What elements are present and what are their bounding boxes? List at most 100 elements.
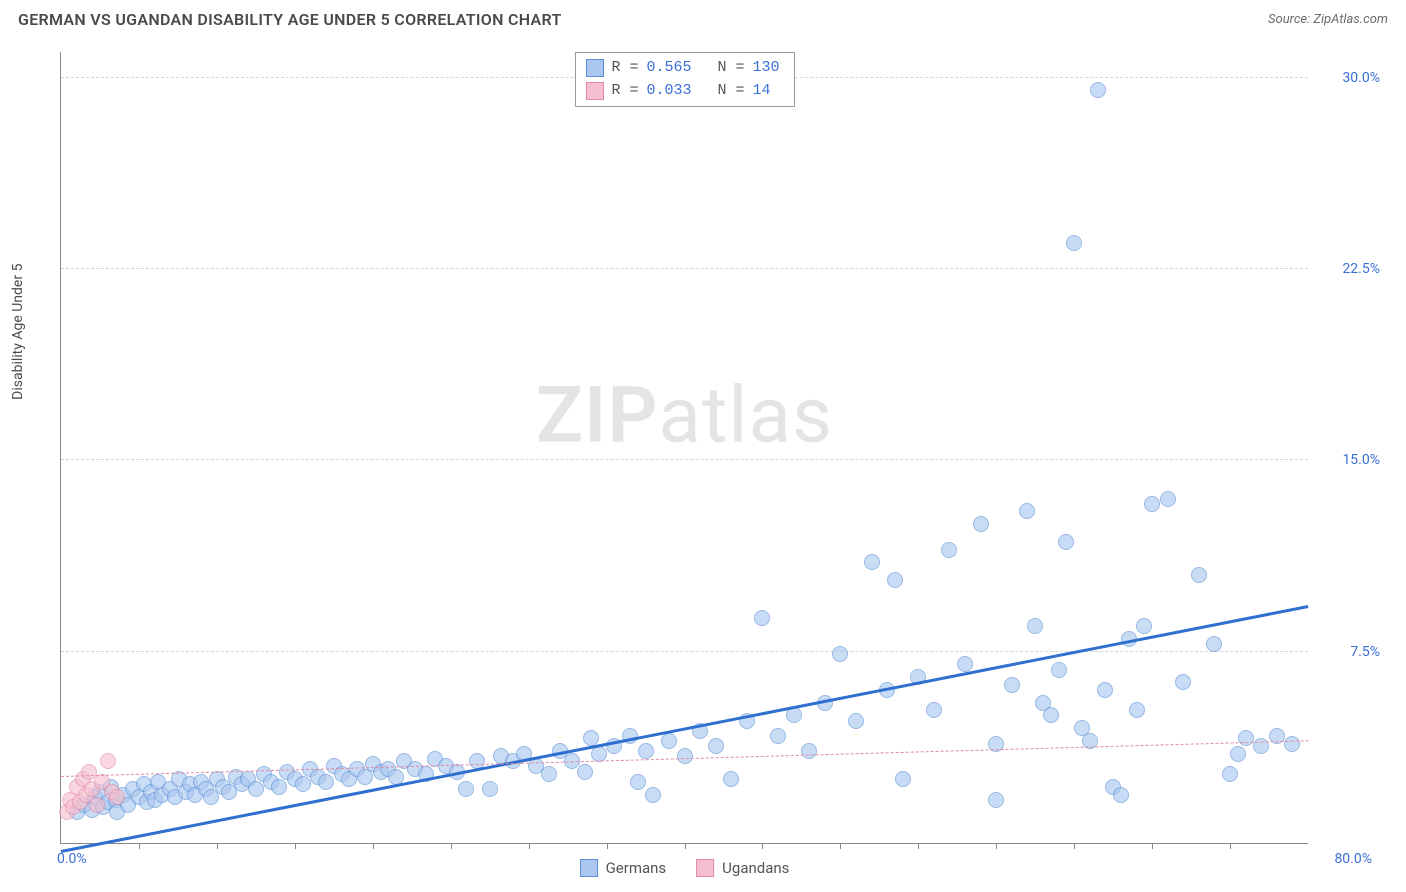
data-point — [848, 713, 864, 729]
chart-header: GERMAN VS UGANDAN DISABILITY AGE UNDER 5… — [0, 0, 1406, 35]
chart-title: GERMAN VS UGANDAN DISABILITY AGE UNDER 5… — [18, 10, 562, 29]
data-point — [1144, 496, 1160, 512]
data-point — [1230, 746, 1246, 762]
watermark-rest: atlas — [659, 370, 834, 461]
data-point — [1129, 702, 1145, 718]
data-point — [1019, 503, 1035, 519]
data-point — [100, 753, 116, 769]
legend-row-germans: R = 0.565 N = 130 — [585, 57, 779, 80]
r-value-germans: 0.565 — [646, 57, 691, 80]
data-point — [801, 743, 817, 759]
data-point — [1113, 787, 1129, 803]
x-tick-mark — [451, 843, 452, 849]
x-tick-mark — [529, 843, 530, 849]
data-point — [458, 781, 474, 797]
grid-line — [61, 268, 1308, 269]
data-point — [318, 774, 334, 790]
data-point — [1191, 567, 1207, 583]
data-point — [271, 779, 287, 795]
watermark-bold: ZIP — [536, 370, 659, 461]
data-point — [1066, 235, 1082, 251]
legend-label-germans: Germans — [606, 859, 667, 877]
legend-item-germans: Germans — [580, 859, 667, 877]
x-max-label: 80.0% — [1334, 851, 1372, 867]
x-tick-mark — [607, 843, 608, 849]
y-tick-label: 22.5% — [1316, 261, 1380, 277]
data-point — [864, 554, 880, 570]
swatch-germans — [585, 59, 603, 77]
chart-source: Source: ZipAtlas.com — [1268, 12, 1388, 27]
data-point — [482, 781, 498, 797]
x-origin-label: 0.0% — [57, 851, 87, 867]
x-tick-mark — [1230, 843, 1231, 849]
data-point — [708, 738, 724, 754]
trend-line — [61, 605, 1309, 853]
data-point — [926, 702, 942, 718]
data-point — [645, 787, 661, 803]
n-value-ugandans: 14 — [753, 80, 771, 103]
grid-line — [61, 651, 1308, 652]
series-legend: Germans Ugandans — [580, 859, 790, 877]
correlation-legend: R = 0.565 N = 130 R = 0.033 N = 14 — [574, 52, 794, 107]
n-value-germans: 130 — [753, 57, 780, 80]
grid-line — [61, 459, 1308, 460]
data-point — [754, 610, 770, 626]
data-point — [1090, 82, 1106, 98]
data-point — [1004, 677, 1020, 693]
data-point — [1175, 674, 1191, 690]
legend-label-ugandans: Ugandans — [722, 859, 789, 877]
data-point — [1284, 736, 1300, 752]
data-point — [638, 743, 654, 759]
trend-line — [61, 740, 1308, 777]
data-point — [541, 766, 557, 782]
data-point — [1027, 618, 1043, 634]
x-tick-mark — [685, 843, 686, 849]
data-point — [630, 774, 646, 790]
data-point — [1097, 682, 1113, 698]
data-point — [1222, 766, 1238, 782]
y-tick-label: 30.0% — [1316, 70, 1380, 86]
data-point — [973, 516, 989, 532]
x-tick-mark — [295, 843, 296, 849]
x-tick-mark — [840, 843, 841, 849]
data-point — [957, 656, 973, 672]
data-point — [887, 572, 903, 588]
data-point — [248, 781, 264, 797]
data-point — [988, 792, 1004, 808]
data-point — [1136, 618, 1152, 634]
data-point — [1058, 534, 1074, 550]
legend-item-ugandans: Ugandans — [696, 859, 789, 877]
x-tick-mark — [1152, 843, 1153, 849]
data-point — [770, 728, 786, 744]
data-point — [677, 748, 693, 764]
y-tick-label: 15.0% — [1316, 452, 1380, 468]
legend-row-ugandans: R = 0.033 N = 14 — [585, 80, 779, 103]
watermark: ZIPatlas — [536, 370, 833, 461]
x-tick-mark — [996, 843, 997, 849]
data-point — [295, 776, 311, 792]
data-point — [1206, 636, 1222, 652]
x-tick-mark — [217, 843, 218, 849]
data-point — [941, 542, 957, 558]
data-point — [1043, 707, 1059, 723]
x-tick-mark — [762, 843, 763, 849]
chart-container: Disability Age Under 5 ZIPatlas R = 0.56… — [18, 44, 1388, 892]
r-value-ugandans: 0.033 — [646, 80, 691, 103]
swatch-germans-bottom — [580, 859, 598, 877]
plot-area: ZIPatlas R = 0.565 N = 130 R = 0.033 N =… — [60, 52, 1308, 844]
data-point — [109, 789, 125, 805]
data-point — [1160, 491, 1176, 507]
data-point — [1051, 662, 1067, 678]
y-axis-label: Disability Age Under 5 — [10, 264, 26, 400]
x-tick-mark — [373, 843, 374, 849]
data-point — [661, 733, 677, 749]
x-tick-mark — [1074, 843, 1075, 849]
data-point — [89, 797, 105, 813]
x-tick-mark — [139, 843, 140, 849]
x-tick-mark — [918, 843, 919, 849]
data-point — [577, 764, 593, 780]
data-point — [832, 646, 848, 662]
data-point — [723, 771, 739, 787]
data-point — [1238, 730, 1254, 746]
data-point — [895, 771, 911, 787]
